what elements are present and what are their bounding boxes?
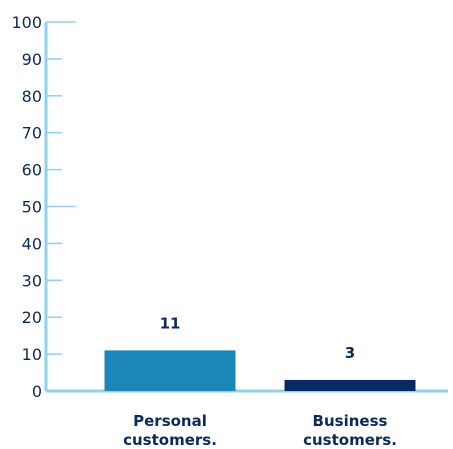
data-labels: 11 3 [160, 314, 356, 362]
y-tick-label-0: 0 [32, 382, 42, 401]
y-axis: 0 10 20 30 40 50 60 70 80 90 100 [11, 13, 76, 401]
y-tick-label-70: 70 [22, 124, 42, 143]
y-tick-label-10: 10 [22, 345, 42, 364]
y-tick-label-50: 50 [22, 198, 42, 217]
bar-2 [284, 379, 416, 391]
category-label-1-line-1: Personal [133, 412, 207, 430]
bars [104, 350, 416, 391]
category-label-1-line-2: customers. [123, 431, 217, 449]
data-label-1: 11 [160, 314, 181, 332]
y-tick-label-20: 20 [22, 308, 42, 327]
y-tick-label-90: 90 [22, 50, 42, 69]
y-tick-label-60: 60 [22, 161, 42, 180]
y-tick-label-30: 30 [22, 271, 42, 290]
category-label-2-line-2: customers. [303, 431, 397, 449]
y-tick-label-40: 40 [22, 234, 42, 253]
y-tick-label-80: 80 [22, 87, 42, 106]
bar-1 [104, 350, 236, 391]
y-tick-label-100: 100 [11, 13, 42, 32]
data-label-2: 3 [345, 344, 355, 362]
category-label-2-line-1: Business [313, 412, 388, 430]
